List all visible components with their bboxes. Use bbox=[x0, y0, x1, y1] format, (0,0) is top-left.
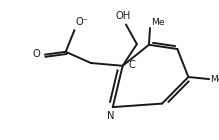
Text: O: O bbox=[33, 49, 41, 59]
Text: O⁻: O⁻ bbox=[76, 17, 88, 27]
Text: N: N bbox=[107, 111, 114, 121]
Text: Me: Me bbox=[151, 18, 165, 27]
Text: OH: OH bbox=[115, 11, 130, 21]
Text: C: C bbox=[128, 60, 135, 70]
Text: Me: Me bbox=[210, 75, 219, 84]
